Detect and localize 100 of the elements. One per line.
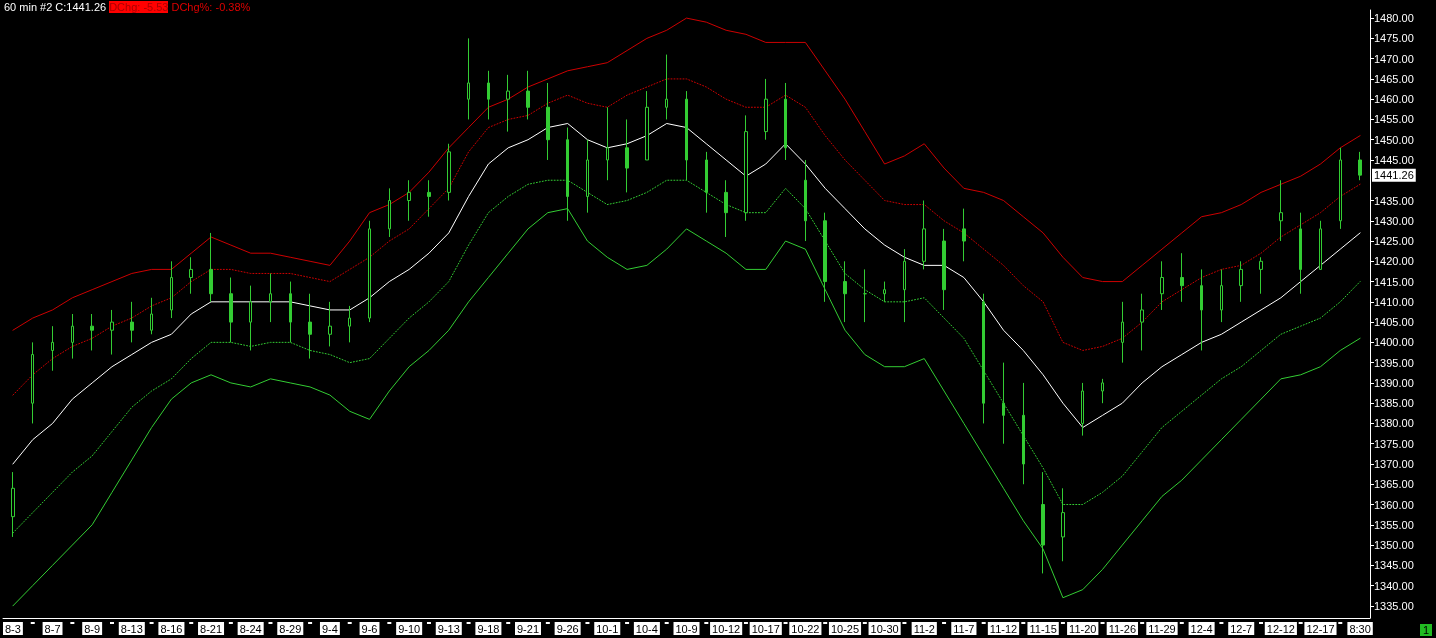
candlestick <box>487 70 490 120</box>
y-tick-label: 1435.00 <box>1374 194 1414 207</box>
y-tick-label: 1345.00 <box>1374 559 1414 572</box>
x-tick-label: 9-6 <box>361 622 378 635</box>
x-tick-label: 9-18 <box>477 622 500 635</box>
candlestick <box>1081 382 1084 437</box>
candlestick <box>1121 301 1124 364</box>
text: 1 <box>1419 624 1432 636</box>
x-tick-label: 12-17 <box>1306 622 1335 635</box>
x-tick-label: 10-25 <box>830 622 860 635</box>
candlestick <box>71 313 74 360</box>
x-tick-label: 8-21 <box>200 622 223 635</box>
y-tick-label: 1400.00 <box>1374 336 1414 349</box>
candlestick <box>1358 151 1362 181</box>
y-tick-label: 1460.00 <box>1374 93 1414 106</box>
x-tick-label: 9-13 <box>437 622 460 635</box>
x-tick-label: 9-21 <box>517 622 540 635</box>
x-tick-label: 8-16 <box>160 622 183 635</box>
candlestick <box>388 187 391 238</box>
x-tick-label: 8-3 <box>4 622 21 635</box>
candlestick <box>526 70 530 120</box>
x-tick-label: 10-4 <box>635 622 658 635</box>
y-tick-label: 1430.00 <box>1374 214 1414 227</box>
candlestick <box>1299 212 1302 295</box>
y-tick-label: 1410.00 <box>1374 295 1414 308</box>
x-tick-label: 11-2 <box>913 622 935 635</box>
candlestick <box>90 313 94 351</box>
candlestick <box>348 305 351 343</box>
chart-title: 60 min #2 C:1441.26 <box>4 1 107 13</box>
x-tick-label: 10-17 <box>751 622 780 635</box>
y-tick-label: 1340.00 <box>1374 579 1414 592</box>
candlestick <box>883 281 886 303</box>
y-tick-label: 1445.00 <box>1374 153 1414 166</box>
y-tick-label: 1350.00 <box>1374 539 1414 552</box>
candlestick <box>308 293 312 360</box>
y-tick-label: 1365.00 <box>1374 478 1414 491</box>
line-series <box>12 122 1361 465</box>
candlestick <box>922 200 926 270</box>
candlestick <box>942 228 946 311</box>
candlestick <box>982 293 985 424</box>
candlestick <box>843 260 847 323</box>
y-tick-label: 1450.00 <box>1374 133 1414 146</box>
x-tick-label: 8:30 <box>1349 622 1371 635</box>
candlestick <box>1259 256 1263 295</box>
candlestick <box>863 268 867 323</box>
x-tick-label: 12-7 <box>1230 622 1253 635</box>
x-tick-label: 11-7 <box>953 622 975 635</box>
candlestick <box>1339 147 1342 230</box>
y-tick-label: 1420.00 <box>1374 255 1414 268</box>
y-tick-label: 1405.00 <box>1374 316 1414 329</box>
candlestick <box>645 90 649 161</box>
candlestick <box>110 309 114 356</box>
x-tick-label: 10-9 <box>675 622 698 635</box>
candlestick <box>447 143 451 202</box>
x-tick-label: 10-1 <box>596 622 619 635</box>
y-tick-label: 1465.00 <box>1374 72 1414 85</box>
x-tick-label: 10-12 <box>712 622 741 635</box>
x-tick-label: 12-4 <box>1190 622 1213 635</box>
candlestick <box>1101 378 1104 404</box>
y-tick-label: 1360.00 <box>1374 498 1414 511</box>
candlestick <box>506 74 510 133</box>
x-tick-label: 10-22 <box>791 622 820 635</box>
y-tick-label: 1380.00 <box>1374 417 1414 430</box>
candlestick <box>368 220 371 323</box>
x-tick-label: 8-7 <box>44 622 61 635</box>
candlestick <box>1160 260 1164 311</box>
candlestick <box>665 54 668 120</box>
y-tick-label: 1425.00 <box>1374 235 1414 248</box>
x-tick-label: 8-9 <box>84 622 101 635</box>
y-tick-label: 1355.00 <box>1374 518 1414 531</box>
y-tick-label: 1455.00 <box>1374 113 1414 126</box>
y-tick-label: 1390.00 <box>1374 376 1414 389</box>
candlestick <box>625 118 629 193</box>
candlestick <box>427 179 431 218</box>
x-tick-label: 11-15 <box>1029 622 1057 635</box>
x-tick-label: 8-13 <box>120 622 143 635</box>
x-tick-label: 9-10 <box>398 622 421 635</box>
y-tick-label: 1370.00 <box>1374 457 1414 470</box>
candlestick <box>130 301 134 343</box>
x-tick-label: 12-12 <box>1266 622 1295 635</box>
candlestick <box>249 285 252 351</box>
candlestick <box>229 277 233 343</box>
annotation: DChg: -5.53 <box>109 1 169 13</box>
y-tick-label: 1480.00 <box>1374 12 1414 25</box>
candlestick <box>269 272 272 323</box>
y-tick-label: 1395.00 <box>1374 356 1414 369</box>
y-tick-label: 1385.00 <box>1374 397 1414 410</box>
candlestick <box>170 260 173 319</box>
line-series <box>12 17 1361 331</box>
candlestick <box>764 78 768 141</box>
candlestick <box>1200 268 1203 351</box>
candlestick <box>1220 268 1223 323</box>
x-tick-label: 11-29 <box>1148 622 1176 635</box>
text: 1441.26 <box>1374 169 1414 182</box>
candlestick <box>209 232 213 303</box>
y-tick-label: 1335.00 <box>1374 599 1414 612</box>
candlestick <box>823 212 827 303</box>
candlestick <box>289 281 292 343</box>
candlestick <box>150 297 153 335</box>
y-tick-label: 1470.00 <box>1374 52 1414 65</box>
